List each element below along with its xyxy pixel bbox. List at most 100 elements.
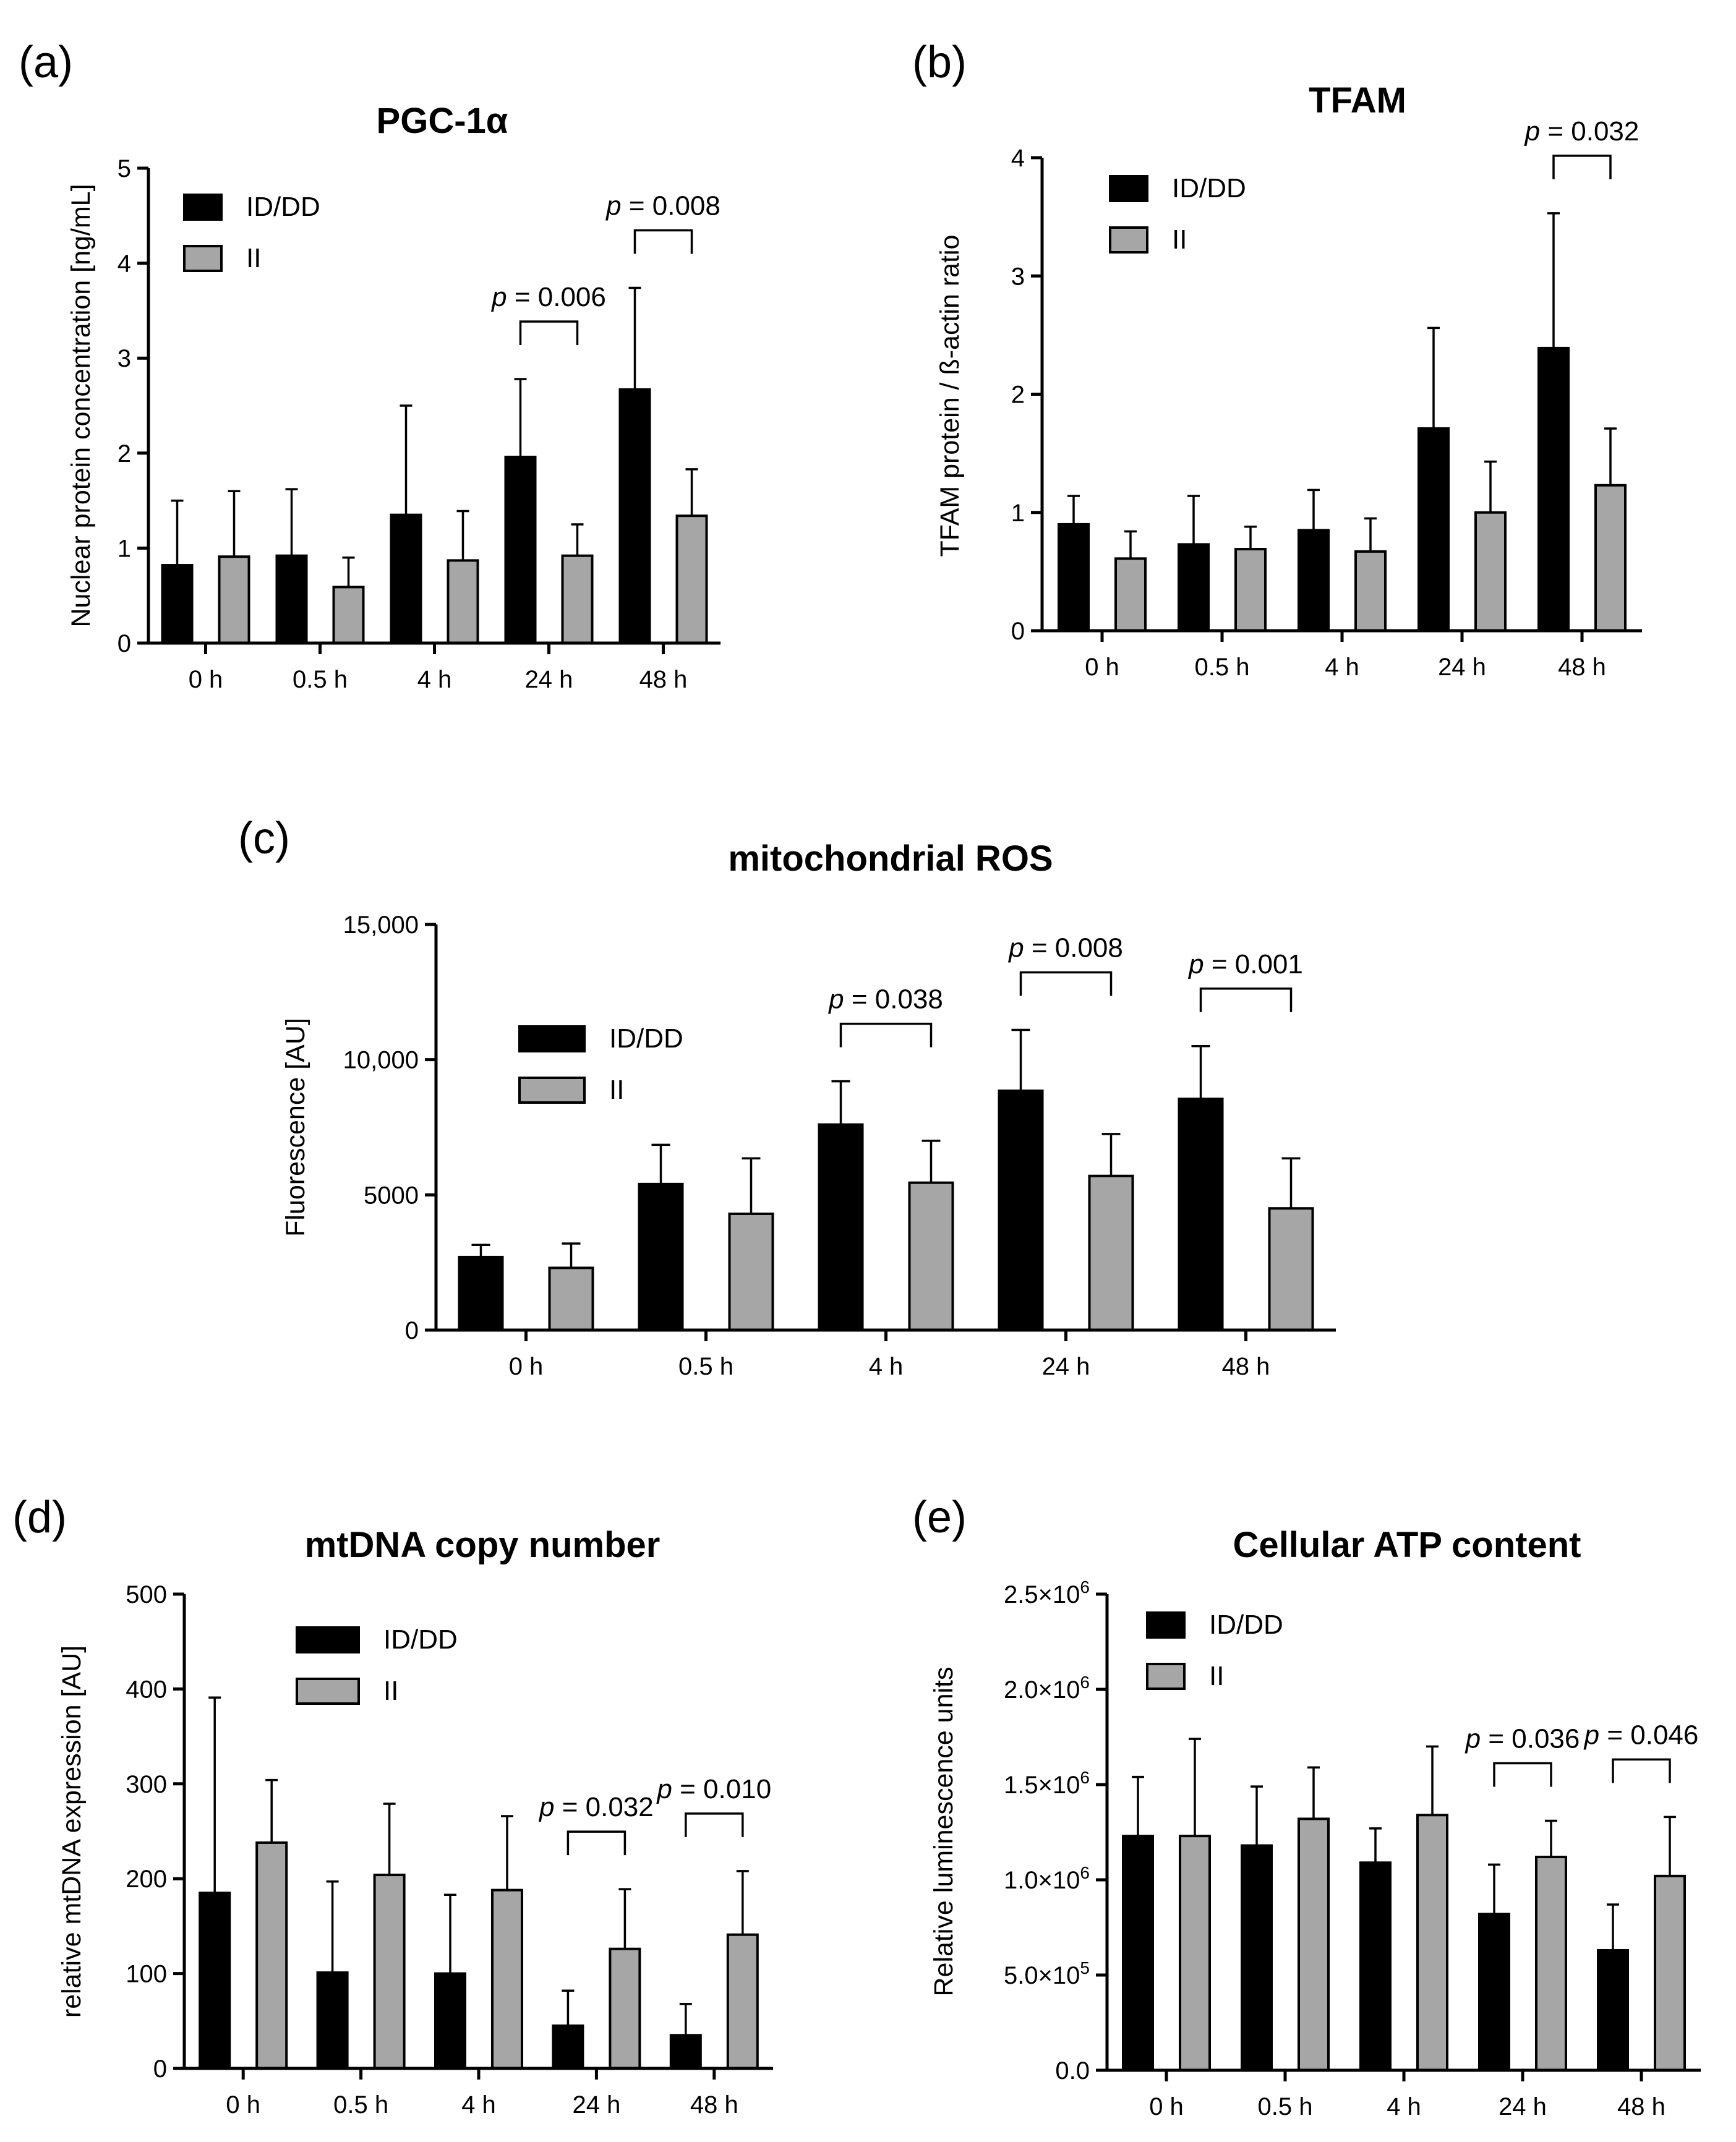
y-tick-label: 200 [126, 1866, 167, 1893]
bar [275, 554, 308, 644]
bar [1478, 1913, 1510, 2072]
legend-label: ID/DD [609, 1023, 683, 1054]
x-tick-label: 0.5 h [678, 1353, 733, 1380]
legend-swatch [296, 1678, 360, 1705]
legend-label: ID/DD [383, 1624, 458, 1655]
bar [609, 1947, 641, 2070]
chart-panel-c: (c) mitochondrial ROS Fluorescence [AU] 0 50… [238, 814, 1336, 1380]
y-axis-label: relative mtDNA expression [AU] [57, 1645, 87, 2018]
bar [1178, 543, 1210, 633]
y-tick-label: 500 [126, 1581, 167, 1608]
legend-swatch [518, 1025, 586, 1052]
bar [332, 586, 365, 644]
x-tick-label: 48 h [690, 2091, 738, 2119]
x-tick-label: 24 h [572, 2091, 620, 2119]
y-axis-label: Nuclear protein concentration [ng/mL] [66, 184, 96, 627]
bar [1058, 523, 1090, 632]
bar [1298, 1817, 1330, 2072]
legend-swatch [1146, 1611, 1186, 1639]
legend-label: ID/DD [246, 192, 320, 222]
chart-panel-e: (e) Cellular ATP content Relative luminesc… [912, 1493, 1701, 2120]
bar [618, 388, 651, 644]
p-value-label: p = 0.010 [656, 1774, 771, 1804]
p-value-label: p = 0.038 [827, 984, 943, 1015]
bar [548, 1266, 594, 1331]
significance-bracket [519, 320, 579, 345]
bar [1474, 511, 1507, 632]
x-tick-label: 0.5 h [333, 2091, 388, 2119]
bar [669, 2034, 702, 2070]
bar [1268, 1207, 1314, 1331]
p-value-label: p = 0.032 [538, 1792, 654, 1822]
x-tick-label: 4 h [1387, 2093, 1421, 2120]
bar [373, 1874, 406, 2070]
bar [491, 1888, 523, 2070]
y-tick-label: 5000 [364, 1182, 419, 1209]
x-tick-label: 48 h [1617, 2093, 1665, 2120]
x-tick-label: 0.5 h [293, 666, 348, 693]
x-tick-label: 4 h [1325, 654, 1359, 681]
y-tick-label: 0 [118, 630, 131, 657]
bar [1122, 1835, 1154, 2072]
panel-label: (e) [912, 1493, 967, 1542]
significance-bracket [567, 1830, 626, 1856]
legend-swatch [1146, 1663, 1186, 1690]
panel-label: (c) [238, 814, 290, 863]
bar [447, 559, 479, 644]
bar [675, 514, 708, 645]
x-tick-label: 4 h [461, 2091, 496, 2119]
significance-bracket [839, 1022, 933, 1048]
y-tick-label: 5.0×105 [1004, 1958, 1090, 1989]
y-tick-label: 300 [126, 1771, 167, 1798]
chart-panel-a: (a) PGC-1α Nuclear protein concentration [… [19, 38, 720, 693]
y-tick-label: 1 [118, 535, 131, 562]
bar [1234, 548, 1267, 632]
p-value-label: p = 0.046 [1583, 1720, 1699, 1750]
significance-bracket [1552, 155, 1612, 179]
chart-title: mtDNA copy number [305, 1525, 661, 1565]
bar [1597, 1948, 1629, 2072]
bar [1359, 1861, 1392, 2072]
chart-panel-d: (d) mtDNA copy number relative mtDNA expre… [12, 1493, 773, 2119]
panel-label: (a) [19, 38, 73, 87]
x-tick-label: 0 h [189, 666, 223, 693]
p-value-label: p = 0.008 [1007, 933, 1123, 963]
bar [1594, 484, 1627, 633]
x-tick-label: 24 h [1438, 654, 1486, 681]
y-tick-label: 0 [405, 1317, 419, 1344]
bar [316, 1971, 349, 2070]
significance-bracket [1199, 988, 1293, 1012]
p-value-label: p = 0.008 [605, 191, 720, 221]
y-tick-label: 2.5×106 [1004, 1577, 1090, 1608]
x-tick-label: 24 h [1042, 1353, 1090, 1380]
bar [1354, 550, 1387, 632]
y-tick-label: 1.0×106 [1004, 1863, 1090, 1894]
x-tick-label: 0 h [509, 1353, 544, 1380]
y-tick-label: 15,000 [343, 911, 419, 939]
bar [458, 1255, 504, 1332]
y-tick-label: 3 [1011, 263, 1025, 290]
y-axis-label: TFAM protein / ß-actin ratio [935, 235, 965, 557]
legend-swatch [1109, 175, 1148, 202]
bar [638, 1182, 684, 1331]
bar [1114, 557, 1147, 633]
y-tick-label: 1 [1011, 500, 1025, 527]
bar [504, 455, 537, 644]
chart-title: PGC-1α [377, 101, 508, 141]
x-tick-label: 0 h [1085, 654, 1119, 681]
bar [434, 1972, 466, 2070]
bar [199, 1892, 231, 2070]
bar [1417, 427, 1450, 633]
bar [908, 1181, 954, 1331]
y-tick-label: 2 [118, 440, 131, 467]
bar [998, 1089, 1044, 1331]
y-tick-label: 400 [126, 1676, 167, 1703]
x-tick-label: 24 h [525, 666, 573, 693]
legend-label: II [1209, 1661, 1224, 1691]
y-tick-label: 10,000 [343, 1047, 419, 1074]
significance-bracket [633, 229, 693, 254]
y-tick-label: 4 [1011, 145, 1025, 172]
y-tick-label: 4 [118, 250, 131, 278]
chart-title: TFAM [1309, 80, 1406, 121]
